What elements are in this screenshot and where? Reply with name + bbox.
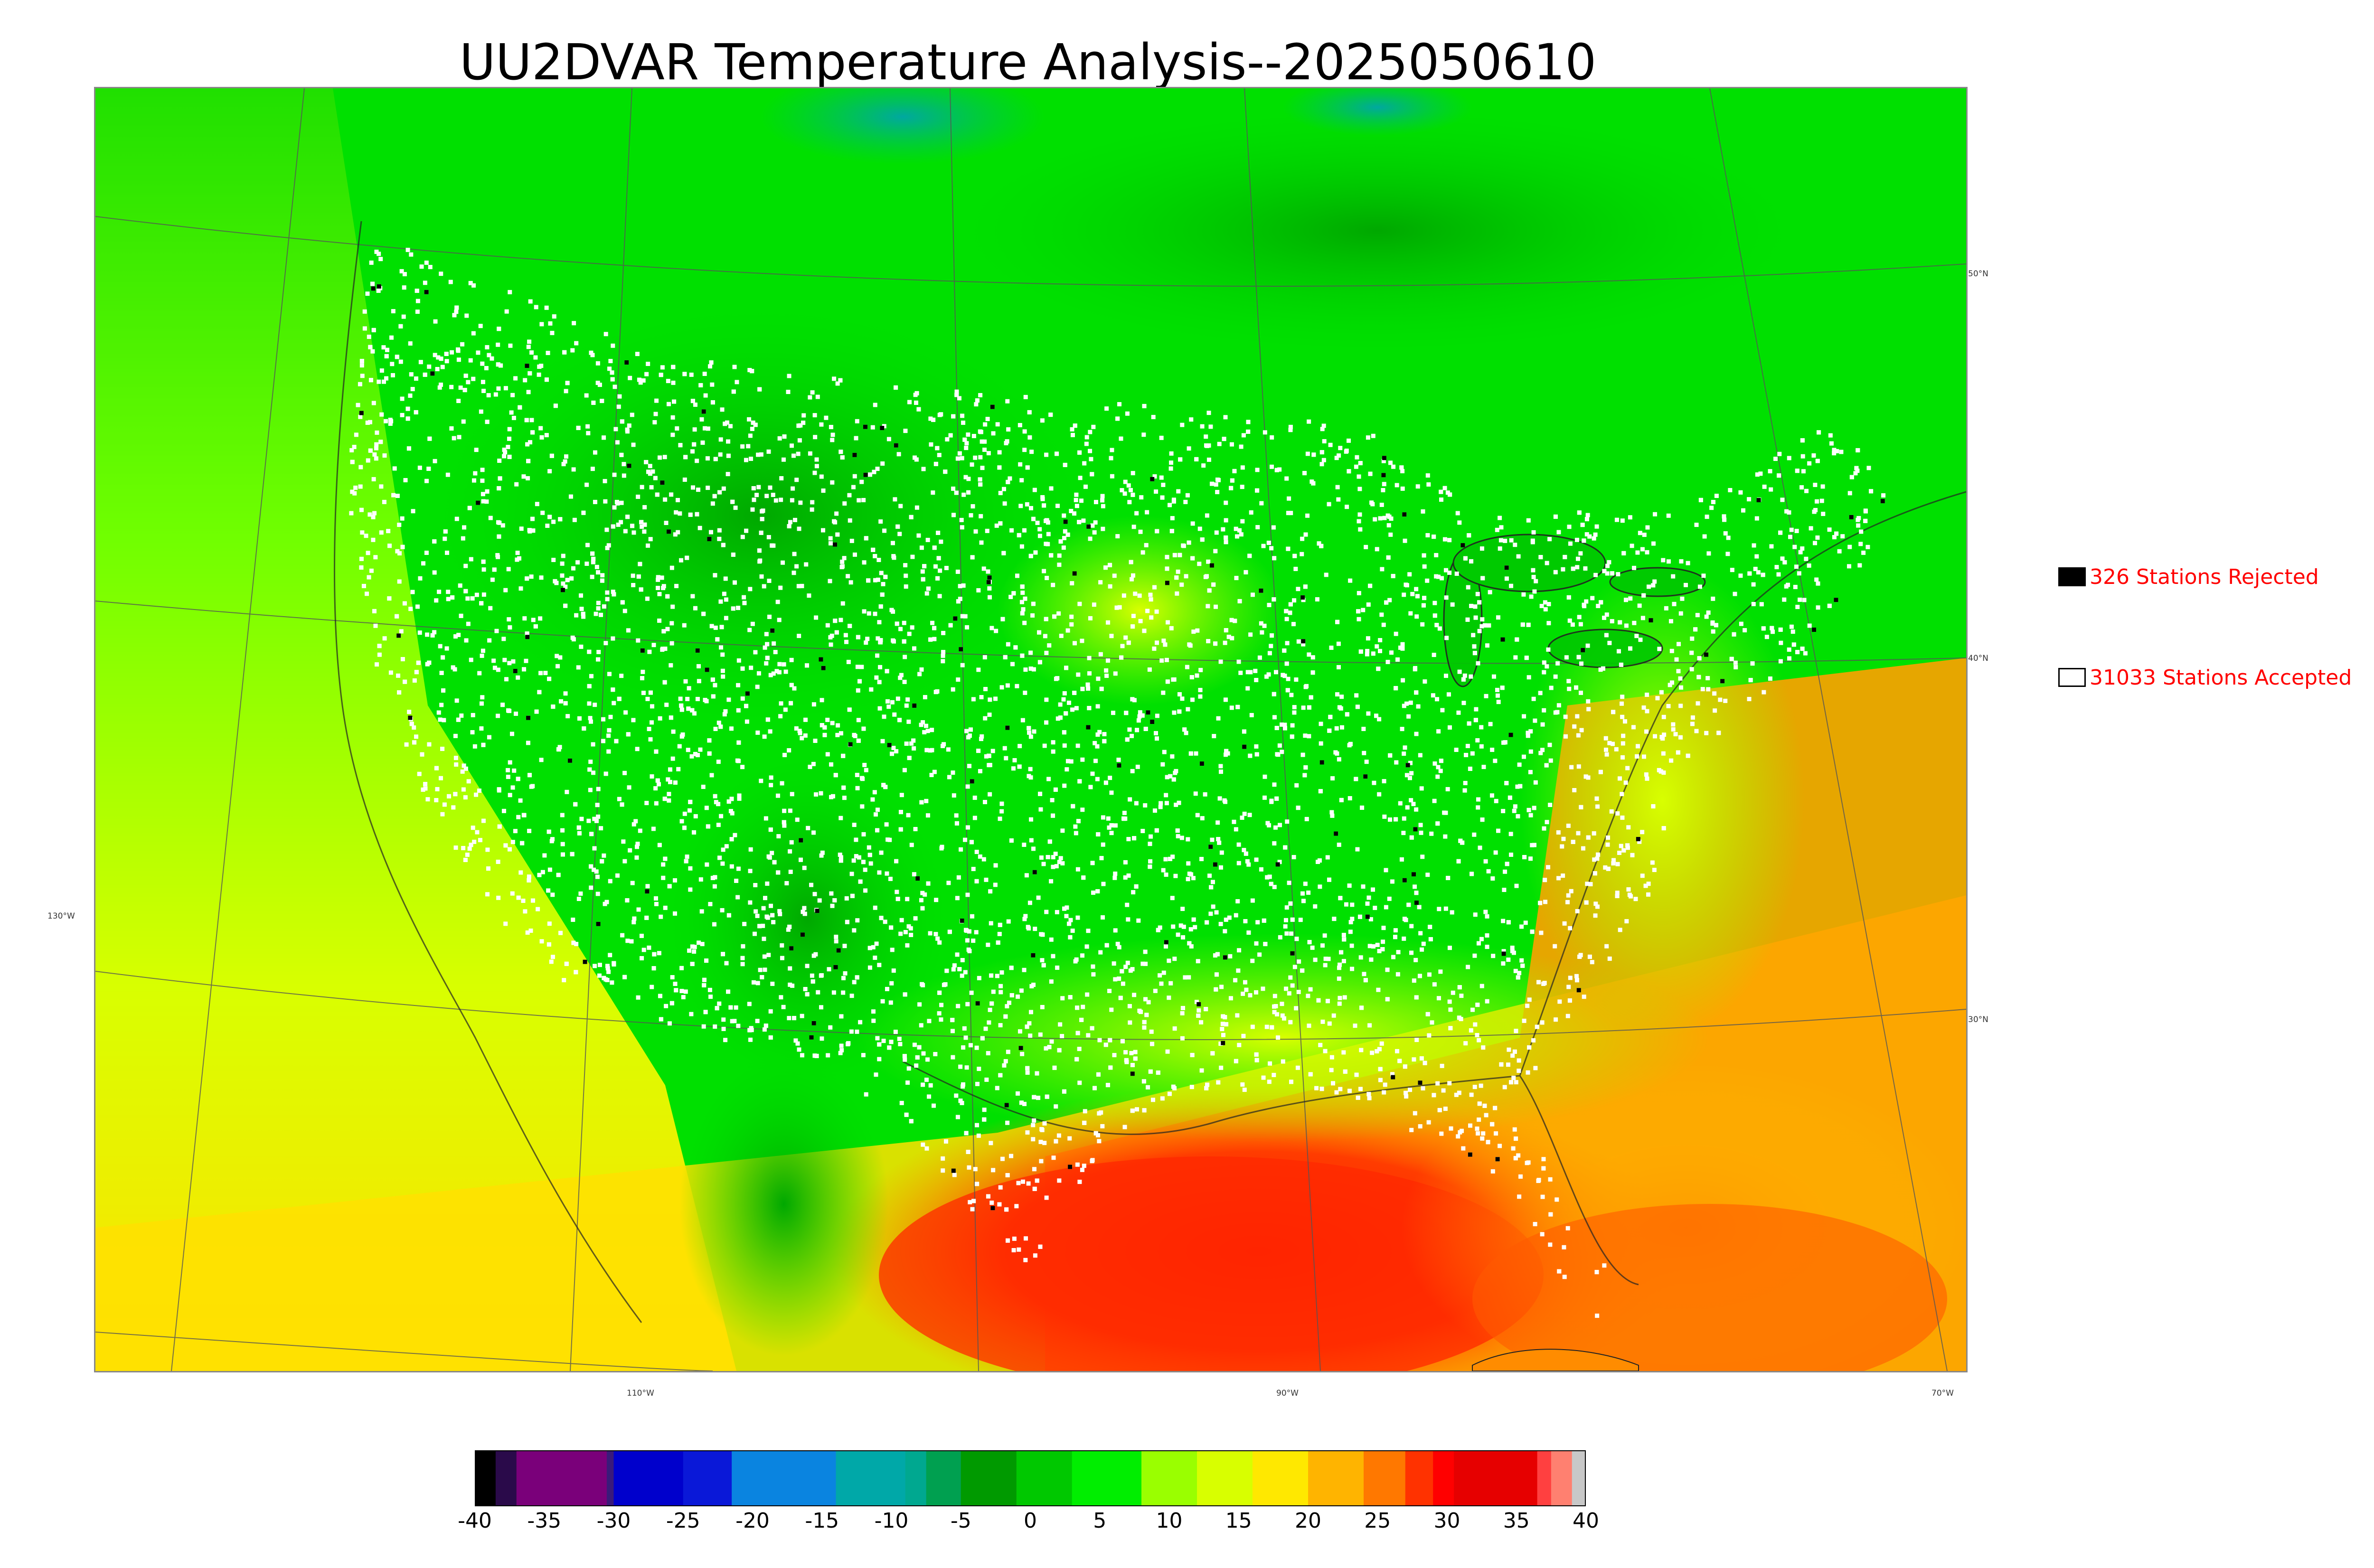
colorbar-tick-label: 35 <box>1503 1509 1530 1533</box>
colorbar-band <box>1537 1450 1552 1506</box>
colorbar-band <box>1253 1450 1309 1506</box>
colorbar-tick-label: 5 <box>1093 1509 1107 1533</box>
colorbar-band <box>1016 1450 1073 1506</box>
longitude-label-70w: 70°W <box>1931 1389 1954 1398</box>
colorbar-band <box>1405 1450 1433 1506</box>
colorbar-tick-label: -10 <box>874 1509 909 1533</box>
accepted-swatch <box>2058 668 2086 687</box>
colorbar-band <box>836 1450 906 1506</box>
colorbar-band <box>1454 1450 1538 1506</box>
colorbar-band <box>1072 1450 1142 1506</box>
temperature-field <box>95 88 1966 1371</box>
longitude-label-110w: 110°W <box>627 1389 654 1398</box>
rejected-station-dots <box>359 284 1885 1211</box>
temperature-map <box>94 87 1968 1372</box>
longitude-label-90w: 90°W <box>1276 1389 1299 1398</box>
map-title: UU2DVAR Temperature Analysis--2025050610 <box>459 33 1597 91</box>
colorbar-band <box>905 1450 927 1506</box>
accepted-label: 31033 Stations Accepted <box>2090 665 2352 690</box>
colorbar-band <box>683 1450 732 1506</box>
colorbar-tick-label: 40 <box>1573 1509 1599 1533</box>
colorbar-band <box>1572 1450 1586 1506</box>
latitude-label-50n: 50°N <box>1968 269 1988 279</box>
colorbar-tick-label: 15 <box>1225 1509 1252 1533</box>
colorbar-tick-label: -15 <box>805 1509 839 1533</box>
colorbar-tick-label: 30 <box>1433 1509 1460 1533</box>
colorbar-band <box>1364 1450 1406 1506</box>
colorbar-band <box>1308 1450 1364 1506</box>
colorbar-outline <box>475 1450 1586 1506</box>
colorbar-band <box>961 1450 1017 1506</box>
colorbar-tick-label: -30 <box>596 1509 631 1533</box>
colorbar-band <box>732 1450 836 1506</box>
rejected-swatch <box>2058 567 2086 586</box>
colorbar-tick-label: 10 <box>1156 1509 1183 1533</box>
colorbar-band <box>1141 1450 1197 1506</box>
colorbar-band <box>1433 1450 1454 1506</box>
colorbar-tick-label: -25 <box>666 1509 700 1533</box>
legend-accepted: 31033 Stations Accepted <box>2058 665 2352 690</box>
colorbar-band <box>475 1450 496 1506</box>
colorbar-band <box>613 1450 684 1506</box>
temperature-colorbar <box>475 1450 1586 1506</box>
longitude-label-130w: 130°W <box>47 911 75 921</box>
latitude-label-30n: 30°N <box>1968 1015 1988 1024</box>
colorbar-tick-label: -20 <box>735 1509 770 1533</box>
colorbar-tick-label: 25 <box>1364 1509 1391 1533</box>
latitude-label-40n: 40°N <box>1968 654 1988 663</box>
colorbar-band <box>926 1450 961 1506</box>
colorbar-band <box>495 1450 517 1506</box>
rejected-label: 326 Stations Rejected <box>2090 564 2319 589</box>
colorbar-band <box>1551 1450 1573 1506</box>
colorbar-band <box>606 1450 614 1506</box>
colorbar-tick-label: 20 <box>1295 1509 1321 1533</box>
colorbar-tick-label: -35 <box>527 1509 562 1533</box>
colorbar-band <box>516 1450 607 1506</box>
legend-rejected: 326 Stations Rejected <box>2058 565 2319 589</box>
colorbar-tick-label: -5 <box>950 1509 971 1533</box>
colorbar-band <box>1197 1450 1253 1506</box>
colorbar-tick-label: 0 <box>1024 1509 1037 1533</box>
colorbar-tick-label: -40 <box>458 1509 492 1533</box>
accepted-station-dots <box>349 247 1886 1318</box>
